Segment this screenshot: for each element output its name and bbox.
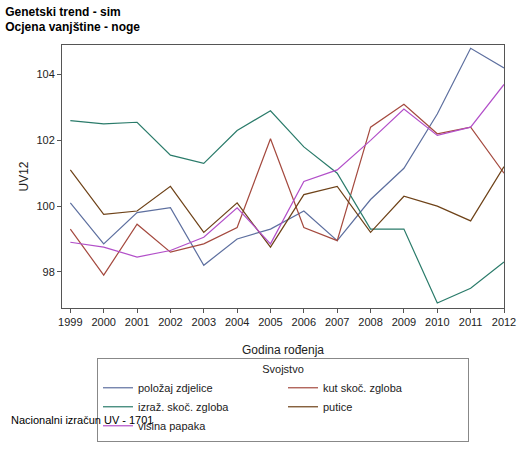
svg-text:položaj zdjelice: položaj zdjelice — [138, 382, 213, 394]
svg-text:2007: 2007 — [325, 316, 349, 328]
svg-text:putice: putice — [323, 401, 352, 413]
svg-text:2000: 2000 — [91, 316, 115, 328]
svg-text:100: 100 — [36, 200, 54, 212]
svg-text:2006: 2006 — [292, 316, 316, 328]
svg-text:2004: 2004 — [225, 316, 249, 328]
svg-text:kut skoč. zgloba: kut skoč. zgloba — [323, 382, 403, 394]
svg-text:2010: 2010 — [425, 316, 449, 328]
svg-text:2001: 2001 — [125, 316, 149, 328]
svg-text:izraž. skoč. zgloba: izraž. skoč. zgloba — [138, 401, 229, 413]
svg-text:2009: 2009 — [392, 316, 416, 328]
svg-text:104: 104 — [36, 68, 54, 80]
svg-text:2011: 2011 — [459, 316, 483, 328]
svg-text:2008: 2008 — [358, 316, 382, 328]
svg-text:102: 102 — [36, 134, 54, 146]
svg-text:2003: 2003 — [192, 316, 216, 328]
svg-text:2012: 2012 — [492, 316, 516, 328]
svg-text:Nacionalni izračun UV - 1701: Nacionalni izračun UV - 1701 — [11, 414, 153, 426]
svg-text:Godina rođenja: Godina rođenja — [242, 343, 324, 357]
svg-text:Genetski trend - simOcjena van: Genetski trend - simOcjena vanjštine - n… — [5, 5, 140, 35]
svg-text:2005: 2005 — [258, 316, 282, 328]
svg-text:2002: 2002 — [158, 316, 182, 328]
svg-text:1999: 1999 — [58, 316, 82, 328]
svg-text:UV12: UV12 — [17, 161, 31, 191]
svg-text:Svojstvo: Svojstvo — [262, 363, 304, 375]
svg-text:98: 98 — [43, 266, 55, 278]
svg-text:visina papaka: visina papaka — [138, 420, 206, 432]
